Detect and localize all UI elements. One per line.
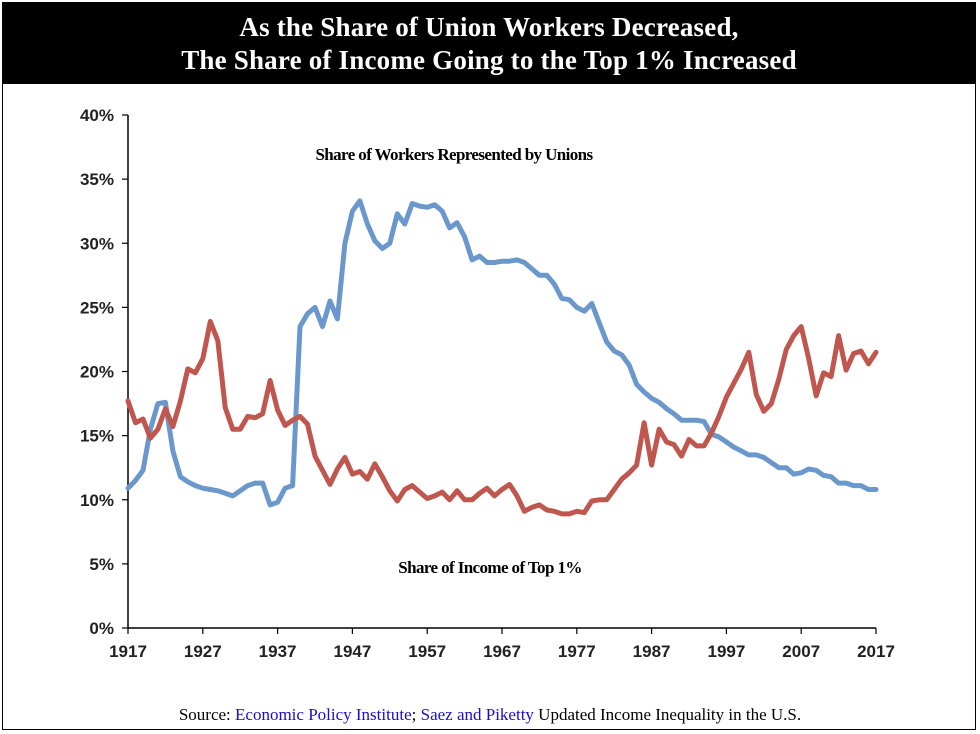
y-tick-label: 0%: [89, 619, 114, 638]
x-tick-label: 1917: [109, 642, 147, 661]
annotation-unions: Share of Workers Represented by Unions: [315, 145, 593, 164]
series-line-top1: [125, 319, 879, 517]
line-chart: 0%5%10%15%20%25%30%35%40% 1917 1927 1937 19…: [80, 106, 895, 661]
chart-title-line-1: As the Share of Union Workers Decreased,: [239, 12, 739, 42]
y-tick-label: 35%: [80, 170, 114, 189]
series-line-unions: [125, 198, 879, 508]
y-tick-label: 40%: [80, 106, 114, 125]
x-tick-label: 1947: [333, 642, 371, 661]
y-tick-label: 10%: [80, 491, 114, 510]
x-tick-label: 2007: [782, 642, 820, 661]
annotation-top1: Share of Income of Top 1%: [398, 558, 582, 577]
x-tick-label: 1977: [558, 642, 596, 661]
y-tick-label: 20%: [80, 363, 114, 382]
chart-title-line-2: The Share of Income Going to the Top 1% …: [181, 45, 797, 75]
source-separator: ;: [411, 705, 421, 724]
x-tick-label: 1937: [259, 642, 297, 661]
source-link-saez-piketty[interactable]: Saez and Piketty: [420, 705, 534, 724]
y-tick-label: 15%: [80, 427, 114, 446]
x-tick-label: 1987: [633, 642, 671, 661]
x-tick-label: 1967: [483, 642, 521, 661]
y-ticks: 0% 5% 10% 15% 20% 25% 30% 35% 40%: [80, 106, 128, 638]
source-prefix: Source:: [178, 705, 236, 724]
source-link-epi[interactable]: Economic Policy Institute: [235, 705, 412, 724]
y-tick-label: 30%: [80, 234, 114, 253]
source-line: Source: Economic Policy Institute; Saez …: [0, 705, 980, 725]
y-tick-label: 5%: [89, 555, 114, 574]
x-tick-label: 1927: [184, 642, 222, 661]
x-tick-label: 1957: [408, 642, 446, 661]
title-banner: As the Share of Union Workers Decreased,…: [2, 2, 976, 84]
source-suffix: Updated Income Inequality in the U.S.: [533, 705, 802, 724]
axes: [127, 115, 876, 629]
x-tick-label: 1997: [707, 642, 745, 661]
x-ticks: 1917 1927 1937 1947 1957 1967 1977 1987 1997 2007…: [109, 628, 895, 661]
x-tick-label: 2017: [857, 642, 895, 661]
y-tick-label: 25%: [80, 298, 114, 317]
